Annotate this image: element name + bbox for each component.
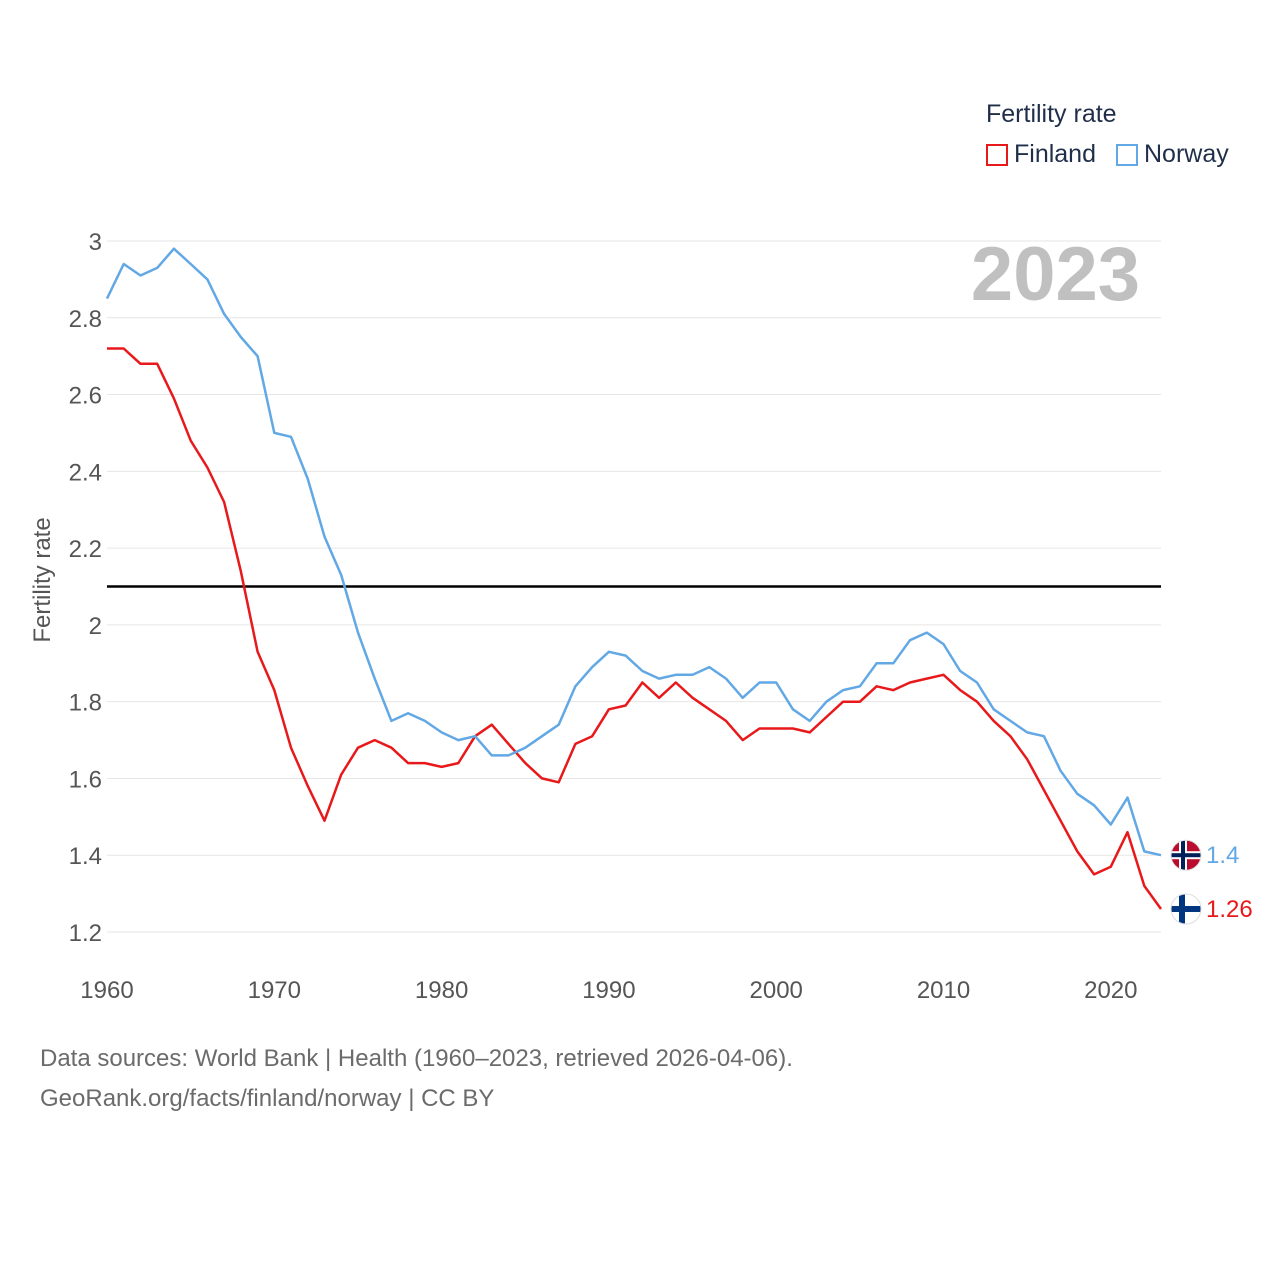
x-tick-label: 2000 (750, 977, 803, 1004)
year-watermark: 2023 (971, 232, 1140, 317)
y-tick-label: 2 (89, 613, 102, 640)
y-tick-label: 1.4 (69, 843, 102, 870)
end-value-label-norway: 1.4 (1206, 842, 1239, 869)
legend-title: Fertility rate (986, 100, 1117, 128)
legend-swatch-norway (1116, 143, 1138, 166)
x-tick-label: 2020 (1084, 977, 1137, 1004)
data-source-note: Data sources: World Bank | Health (1960–… (40, 1045, 793, 1072)
x-tick-label: 1990 (582, 977, 635, 1004)
y-tick-label: 2.4 (69, 459, 102, 486)
y-tick-label: 3 (89, 229, 102, 256)
series-line-norway[interactable] (105, 247, 1162, 857)
x-tick-label: 1970 (248, 977, 301, 1004)
y-tick-label: 1.2 (69, 920, 102, 947)
finland-flag-icon (1170, 893, 1202, 925)
y-axis-title: Fertility rate (29, 517, 56, 642)
y-tick-label: 1.6 (69, 766, 102, 793)
legend-label-norway: Norway (1144, 140, 1229, 168)
x-tick-label: 1980 (415, 977, 468, 1004)
end-value-label-finland: 1.26 (1206, 896, 1253, 923)
y-tick-label: 1.8 (69, 690, 102, 717)
legend-item-finland[interactable]: Finland (986, 140, 1096, 169)
x-tick-label: 1960 (80, 977, 133, 1004)
source-link[interactable]: GeoRank.org/facts/finland/norway | CC BY (40, 1085, 495, 1112)
series-line-finland[interactable] (107, 347, 1163, 910)
x-tick-label: 2010 (917, 977, 970, 1004)
norway-flag-icon (1170, 839, 1202, 871)
y-tick-label: 2.2 (69, 536, 102, 563)
legend-item-norway[interactable]: Norway (1116, 140, 1229, 169)
legend-swatch-finland (986, 143, 1008, 166)
y-tick-label: 2.8 (69, 306, 102, 333)
legend: Finland Norway (986, 140, 1249, 169)
y-tick-label: 2.6 (69, 383, 102, 410)
legend-label-finland: Finland (1014, 140, 1096, 168)
